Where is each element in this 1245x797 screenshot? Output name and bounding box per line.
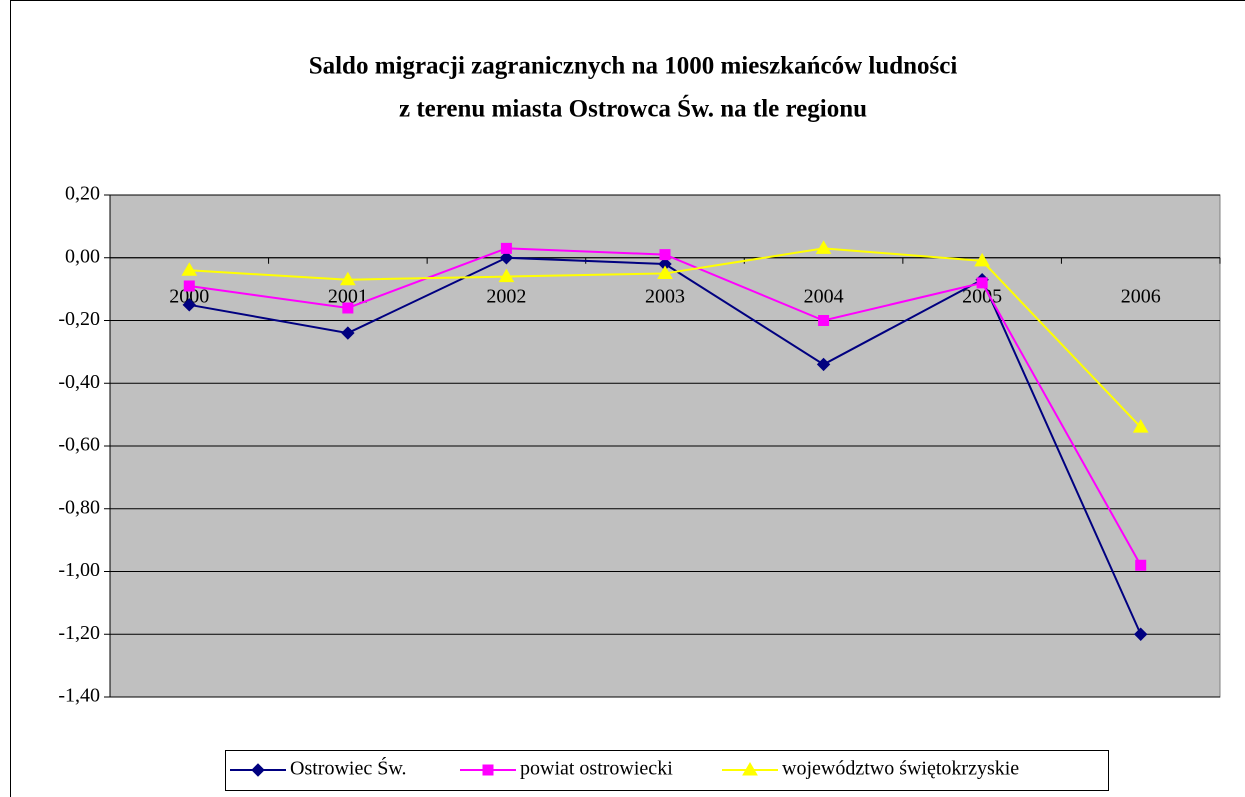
y-tick-label: 0,00 [65,245,100,267]
marker [251,763,265,777]
x-tick-label: 2005 [962,285,1002,307]
x-tick-label: 2002 [486,285,526,307]
marker [1134,627,1148,641]
marker [339,271,356,286]
marker [182,298,196,312]
legend-label: Ostrowiec Św. [290,756,406,780]
marker [183,280,195,292]
marker [341,326,355,340]
x-tick-label: 2006 [1121,285,1161,307]
y-tick-label: -0,20 [58,308,100,330]
chart-title: z terenu miasta Ostrowca Św. na tle regi… [399,95,867,123]
marker [1132,419,1149,433]
y-tick-label: -0,40 [58,371,100,393]
marker [482,764,494,776]
marker [976,277,988,289]
marker [342,302,354,314]
y-tick-label: -1,20 [58,622,100,644]
marker [818,315,830,326]
x-tick-label: 2001 [328,285,368,307]
y-tick-label: -1,40 [58,685,100,707]
marker [659,249,671,261]
x-tick-label: 2000 [169,285,209,307]
y-tick-label: -1,00 [58,559,100,581]
y-tick-label: -0,80 [58,496,100,518]
marker [498,268,515,283]
legend-box [225,750,1109,791]
y-tick-label: -0,60 [58,434,100,456]
legend-label: powiat ostrowiecki [520,758,673,780]
marker [1135,559,1147,571]
x-tick-label: 2004 [804,285,844,307]
marker [742,762,758,776]
marker [815,240,832,254]
marker [500,242,512,254]
marker [974,252,991,267]
marker [499,251,514,265]
marker [816,357,831,372]
y-tick-label: 0,20 [65,183,100,205]
legend-label: województwo świętokrzyskie [782,758,1019,780]
marker [181,262,198,276]
chart-title: Saldo migracji zagranicznych na 1000 mie… [309,53,958,80]
marker [657,265,673,279]
x-tick-label: 2003 [645,285,685,307]
